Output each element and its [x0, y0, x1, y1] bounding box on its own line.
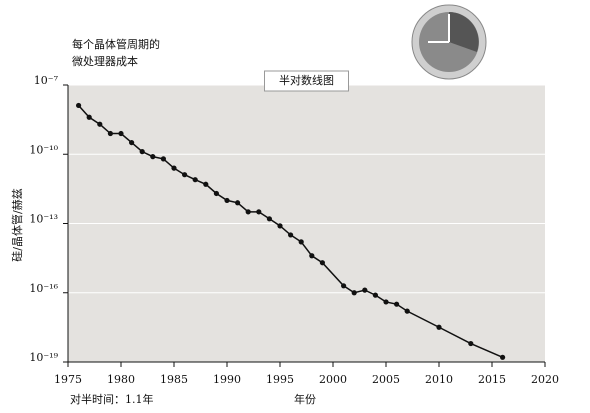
point — [235, 200, 241, 206]
point — [351, 290, 357, 296]
point — [139, 149, 145, 155]
x-tick-label: 1975 — [54, 373, 82, 386]
point — [309, 253, 315, 259]
point — [394, 301, 400, 307]
point — [362, 287, 368, 293]
point — [160, 156, 166, 162]
point — [107, 130, 113, 137]
y-axis-label: 硅/晶体管/赫兹 — [10, 188, 24, 261]
x-tick-label: 1985 — [160, 373, 188, 386]
y-tick-label: 10⁻¹⁶ — [29, 282, 58, 295]
chart-title: 微处理器成本 — [72, 54, 138, 68]
point — [500, 354, 506, 360]
point — [245, 209, 251, 215]
y-tick-label: 10⁻¹⁰ — [29, 143, 58, 156]
clock-icon — [411, 4, 487, 80]
point — [266, 216, 272, 222]
point — [256, 209, 262, 215]
point — [436, 324, 442, 330]
point — [383, 299, 389, 305]
point — [171, 165, 177, 171]
point — [150, 154, 156, 160]
point — [319, 260, 325, 266]
point — [182, 172, 188, 178]
point — [97, 121, 103, 127]
point — [213, 190, 219, 197]
annotation: 对半时间：1.1年 — [70, 392, 154, 406]
y-tick-label: 10⁻¹³ — [29, 213, 58, 226]
x-tick-label: 2015 — [478, 373, 506, 386]
point — [86, 114, 92, 120]
x-tick-label: 2005 — [372, 373, 400, 386]
line — [78, 104, 503, 358]
point — [277, 223, 283, 229]
subtitle: 半对数线图 — [279, 73, 334, 87]
y-tick-label: 10⁻¹⁹ — [29, 351, 58, 364]
point — [288, 232, 294, 238]
point — [129, 139, 135, 146]
point — [224, 197, 230, 204]
point — [192, 177, 198, 183]
x-tick-label: 1995 — [266, 373, 294, 386]
subtitle-box — [264, 70, 349, 92]
chart-title: 每个晶体管周期的 — [72, 37, 160, 51]
point — [468, 340, 474, 347]
point — [203, 181, 209, 187]
point — [118, 130, 124, 137]
y-tick-label: 10⁻⁷ — [34, 74, 59, 87]
x-tick-label: 2010 — [425, 373, 453, 386]
x-tick-label: 1980 — [107, 373, 135, 386]
x-axis-label: 年份 — [294, 392, 316, 406]
x-tick-label: 2000 — [319, 373, 347, 386]
point — [298, 239, 304, 245]
point — [404, 308, 410, 314]
clock-sector — [449, 12, 479, 52]
point — [341, 283, 347, 289]
x-tick-label: 1990 — [213, 373, 241, 386]
x-tick-label: 2020 — [531, 373, 559, 386]
point — [76, 102, 82, 109]
point — [372, 292, 378, 298]
